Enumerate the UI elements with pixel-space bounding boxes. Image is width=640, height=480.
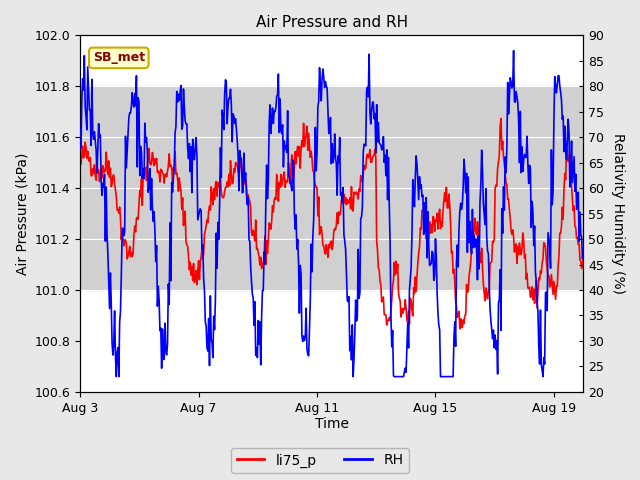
Y-axis label: Air Pressure (kPa): Air Pressure (kPa): [15, 153, 29, 275]
X-axis label: Time: Time: [315, 418, 349, 432]
Y-axis label: Relativity Humidity (%): Relativity Humidity (%): [611, 133, 625, 294]
Text: SB_met: SB_met: [93, 51, 145, 64]
Bar: [80, 86, 583, 290]
Title: Air Pressure and RH: Air Pressure and RH: [255, 15, 408, 30]
Legend: li75_p, RH: li75_p, RH: [231, 448, 409, 473]
